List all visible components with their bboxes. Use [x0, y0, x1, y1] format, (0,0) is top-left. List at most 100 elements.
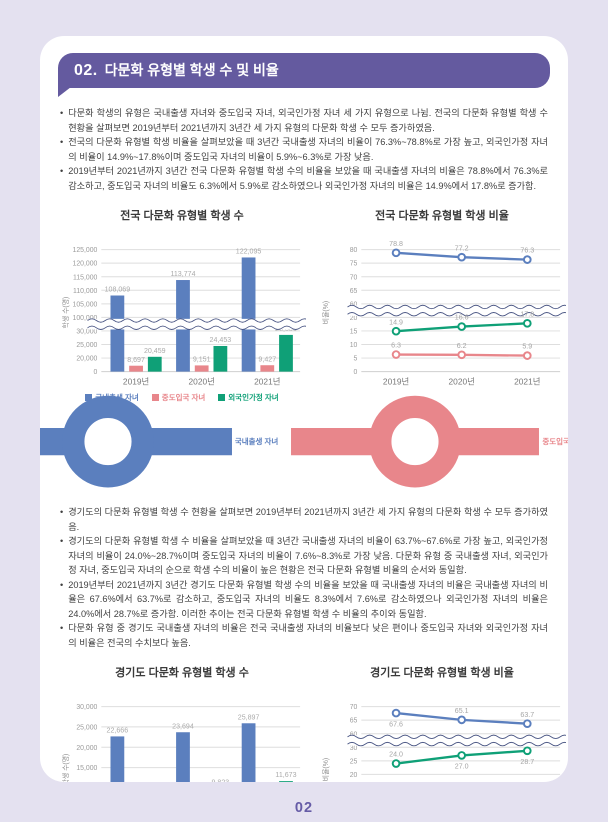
y-tick-label: 80	[350, 247, 358, 254]
y-tick-label: 0	[354, 369, 358, 376]
bar	[147, 356, 162, 372]
bullet-text: 다문화 유형 중 경기도 국내출생 자녀의 비율은 전국 국내출생 자녀의 비율…	[68, 623, 548, 648]
bar	[110, 295, 125, 372]
value-label: 8,697	[127, 356, 145, 364]
chart-title: 전국 다문화 유형별 학생 수	[120, 210, 244, 222]
y-axis-label: 비율(%)	[321, 301, 330, 324]
value-label: 17.8	[520, 310, 534, 318]
y-tick-label: 110,000	[73, 288, 98, 295]
x-tick-label: 2020년	[449, 376, 475, 386]
chart-title: 경기도 다문화 유형별 학생 비율	[370, 667, 514, 680]
legend-swatch	[85, 394, 93, 402]
y-tick-label: 25,000	[76, 725, 97, 732]
legend-line-marker	[40, 396, 232, 488]
bar	[260, 365, 275, 372]
data-point-marker	[391, 759, 401, 769]
bullet-text: 2019년부터 2021년까지 3년간 전국 다문화 유형별 학생 수의 비율을…	[68, 166, 548, 191]
axis-break-squiggle	[347, 742, 566, 747]
chart-card: 경기도 다문화 유형별 학생 수05,00010,00015,00020,000…	[58, 664, 306, 782]
value-label: 6.3	[391, 342, 401, 350]
value-label: 6.2	[457, 342, 467, 350]
bullet-text: 전국의 다문화 유형별 학생 비율을 살펴보았을 때 3년간 국내출생 자녀의 …	[68, 137, 548, 162]
value-label: 27.0	[455, 763, 469, 771]
y-tick-label: 105,000	[73, 301, 98, 308]
chart-plot: 0 5 10 15 20 60 65 70 75 80 비율(%) 2019년 2020년 2021년 78…	[321, 240, 566, 386]
y-tick-label: 25,000	[76, 342, 97, 349]
value-label: 9,427	[258, 355, 276, 363]
bar	[213, 345, 228, 372]
chart-card: 전국 다문화 유형별 학생 수 0 20,000 25,000 30,000 100,00…	[58, 207, 306, 491]
bullet-text: 경기도의 다문화 유형별 학생 수 현황을 살펴보면 2019년부터 2021년…	[68, 507, 548, 532]
legend-item: 국내출생 자녀	[40, 392, 278, 491]
value-label: 16.6	[455, 314, 469, 322]
y-axis-label: 학생 수(명)	[61, 297, 70, 329]
value-label: 77.2	[455, 244, 469, 252]
axis-break-mask	[347, 735, 566, 747]
data-point-marker	[522, 746, 532, 756]
gyeonggi-charts-row: 경기도 다문화 유형별 학생 수05,00010,00015,00020,000…	[58, 664, 566, 782]
axis-break-squiggle	[347, 304, 566, 310]
section-header: 02. 다문화 유형별 학생 수 및 비율	[58, 53, 550, 88]
data-point-marker	[457, 322, 467, 331]
value-label: 9,151	[193, 355, 211, 363]
value-label: 9,823	[212, 779, 230, 782]
y-tick-label: 70	[350, 705, 358, 712]
value-label: 25,897	[238, 714, 260, 722]
section-number: 02.	[74, 62, 98, 79]
value-label: 113,774	[170, 270, 195, 278]
content-card: 02. 다문화 유형별 학생 수 및 비율 • 다문화 학생의 유형은 국내출생 자…	[40, 36, 568, 782]
bullet-marker: •	[60, 536, 64, 547]
chart-card: 경기도 다문화 유형별 학생 비율051015202530606570비율(%)…	[318, 664, 566, 782]
y-tick-label: 15	[350, 328, 358, 335]
data-point-marker	[522, 719, 532, 729]
chart-title: 경기도 다문화 유형별 학생 수	[115, 667, 249, 680]
value-label: 108,069	[105, 286, 131, 294]
data-point-marker	[391, 326, 401, 336]
bullet-marker: •	[60, 579, 64, 590]
data-point-marker	[457, 716, 467, 725]
y-tick-label: 30	[350, 745, 358, 752]
y-tick-label: 60	[350, 301, 358, 308]
data-point-marker	[391, 248, 401, 258]
bullet-text: 다문화 학생의 유형은 국내출생 자녀와 중도입국 자녀, 외국인가정 자녀 세…	[68, 108, 548, 133]
section-title: 다문화 유형별 학생 수 및 비율	[104, 62, 279, 78]
value-label: 14.9	[389, 318, 403, 326]
bar	[279, 334, 293, 372]
legend-item: 중도입국 자녀	[291, 392, 568, 491]
legend-line-marker	[291, 396, 540, 488]
y-tick-label: 20	[350, 772, 358, 779]
bar	[110, 736, 125, 782]
data-point-marker	[457, 751, 467, 761]
data-point-marker	[391, 350, 401, 359]
bullet-item: • 2019년부터 2021년까지 3년간 전국 다문화 유형별 학생 수의 비율…	[60, 164, 548, 193]
bullet-marker: •	[60, 166, 64, 176]
data-point-marker	[522, 351, 532, 360]
value-label: 78.8	[389, 240, 403, 248]
y-tick-label: 115,000	[73, 274, 98, 281]
bullet-text: 2019년부터 2021년까지 3년간 경기도 다문화 유형별 학생 수의 비율…	[68, 579, 548, 619]
bullet-marker: •	[60, 623, 64, 634]
value-label: 65.1	[455, 707, 469, 715]
value-label: 23,694	[172, 723, 194, 731]
bullet-marker: •	[60, 108, 64, 118]
data-point-marker	[522, 319, 532, 328]
axis-break-squiggle	[87, 325, 306, 330]
legend-label: 외국인가정 자녀	[228, 393, 279, 403]
bullet-item: • 전국의 다문화 유형별 학생 비율을 살펴보았을 때 3년간 국내출생 자녀의…	[60, 135, 548, 164]
value-label: 20,459	[144, 347, 166, 355]
gyeonggi-summary-list: • 경기도의 다문화 유형별 학생 수 현황을 살펴보면 2019년부터 2021…	[60, 505, 548, 650]
axis-break-mask	[87, 318, 306, 330]
y-tick-label: 75	[350, 261, 358, 268]
y-tick-label: 20,000	[76, 745, 97, 752]
bullet-item: • 경기도의 다문화 유형별 학생 수 현황을 살펴보면 2019년부터 2021…	[60, 505, 548, 534]
legend-swatch	[151, 394, 159, 402]
chart-title: 전국 다문화 유형별 학생 비율	[375, 210, 509, 222]
bar	[129, 365, 143, 372]
bar	[241, 257, 256, 372]
national-charts-row: 전국 다문화 유형별 학생 수 0 20,000 25,000 30,000 100,00…	[40, 207, 568, 491]
value-label: 122,095	[236, 248, 262, 256]
x-tick-label: 2019년	[123, 376, 149, 386]
y-tick-label: 125,000	[73, 247, 98, 254]
value-label: 24.0	[389, 751, 403, 759]
